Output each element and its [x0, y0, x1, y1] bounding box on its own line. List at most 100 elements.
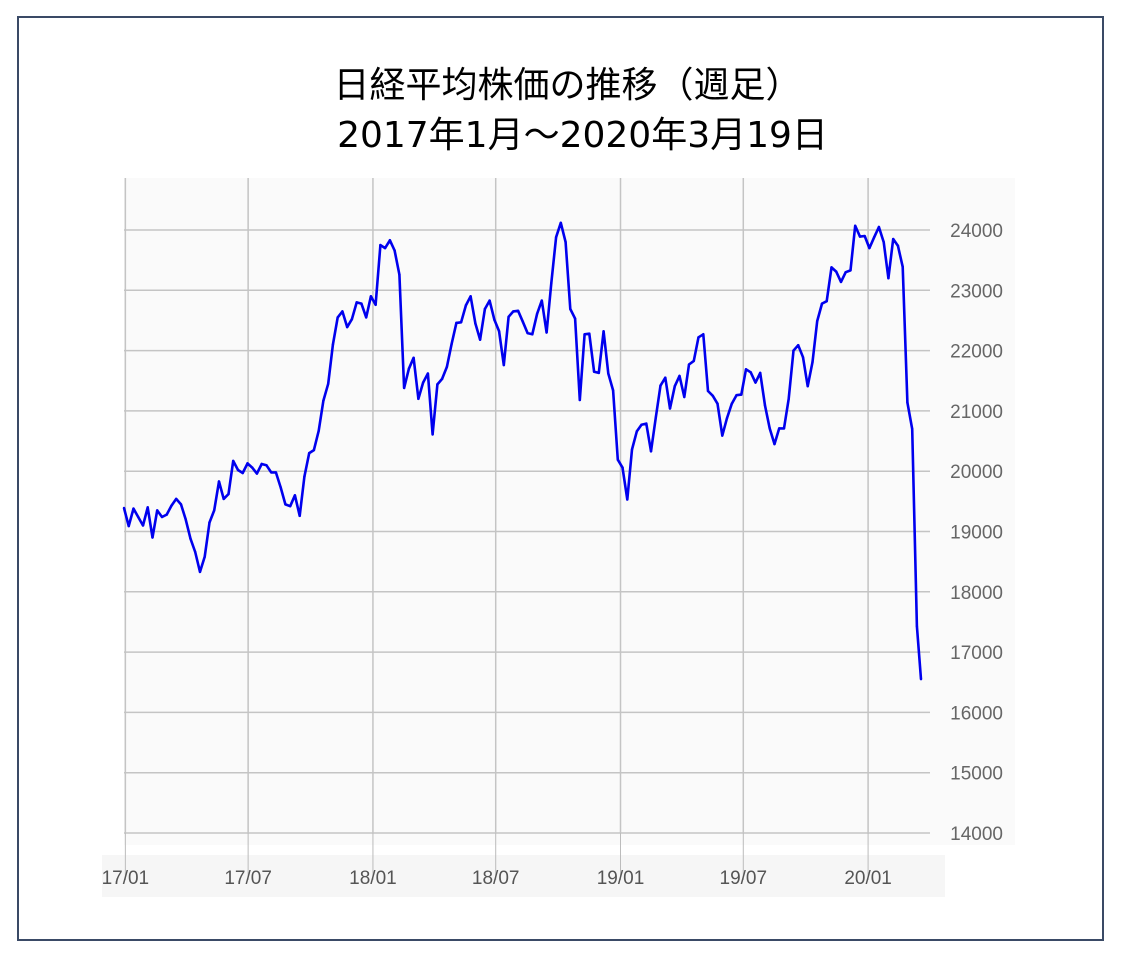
data-point	[398, 273, 401, 276]
data-point	[170, 504, 173, 507]
data-point	[891, 237, 895, 241]
y-tick-label: 24000	[950, 221, 1003, 242]
data-point	[645, 422, 648, 425]
data-point	[122, 506, 126, 510]
data-point	[369, 295, 373, 298]
data-point	[910, 427, 914, 431]
data-point	[531, 333, 534, 336]
data-point	[721, 434, 724, 437]
data-point	[507, 315, 510, 319]
data-point	[607, 372, 610, 375]
data-point	[156, 509, 159, 512]
data-point	[516, 309, 520, 313]
y-tick-label: 19000	[950, 523, 1003, 544]
data-point	[255, 472, 259, 475]
data-point	[488, 299, 491, 302]
chart-title: 日経平均株価の推移（週足）	[333, 65, 802, 106]
data-point	[792, 349, 795, 352]
data-point	[146, 506, 149, 509]
data-point	[635, 430, 638, 433]
x-tick-label: 17/01	[102, 868, 150, 889]
y-tick-label: 23000	[950, 281, 1003, 302]
data-point	[203, 555, 206, 559]
data-point	[735, 394, 738, 397]
data-point	[440, 377, 444, 381]
data-point	[597, 371, 601, 375]
data-point	[298, 514, 301, 518]
data-point	[740, 393, 743, 396]
data-point	[436, 383, 439, 386]
data-point	[151, 536, 154, 539]
data-point	[806, 384, 809, 388]
data-point	[668, 407, 672, 410]
data-point	[132, 507, 135, 510]
data-point	[250, 466, 254, 469]
data-point	[303, 475, 306, 478]
data-point	[493, 318, 496, 322]
data-point	[896, 244, 900, 247]
data-point	[455, 321, 458, 325]
data-point	[550, 281, 553, 285]
data-point	[217, 480, 221, 483]
data-point	[198, 570, 202, 574]
data-point	[825, 299, 828, 303]
data-point	[512, 310, 515, 313]
data-point	[417, 397, 420, 401]
data-point	[407, 367, 411, 370]
data-point	[269, 471, 273, 474]
data-point	[175, 497, 178, 501]
data-point	[754, 381, 757, 384]
data-point	[364, 316, 368, 319]
data-point	[782, 427, 786, 430]
data-point	[797, 343, 800, 347]
data-point	[749, 371, 752, 374]
data-point	[421, 381, 425, 384]
data-point	[307, 451, 311, 455]
data-point	[835, 270, 838, 273]
data-point	[882, 240, 885, 244]
data-point	[222, 497, 225, 501]
data-point	[260, 462, 263, 466]
x-axis-label-band	[102, 855, 945, 897]
data-point	[545, 331, 548, 334]
data-point	[706, 389, 710, 393]
data-point	[654, 416, 657, 419]
data-point	[326, 382, 330, 385]
data-point	[649, 450, 653, 453]
data-point	[592, 370, 596, 373]
data-point	[502, 363, 506, 367]
data-point	[697, 336, 700, 339]
data-point	[919, 678, 923, 681]
data-point	[312, 448, 316, 452]
data-point	[284, 503, 287, 506]
data-point	[232, 459, 235, 463]
x-axis-ticks: 17/01 17/07 18/01 18/07 19/01 19/07 20/01	[102, 868, 892, 889]
data-points	[122, 221, 923, 681]
data-point	[483, 307, 487, 311]
data-point	[611, 389, 615, 392]
data-point	[906, 401, 909, 404]
data-point	[535, 312, 539, 316]
data-point	[279, 486, 282, 489]
data-point	[564, 240, 567, 244]
data-point	[725, 416, 729, 420]
data-point	[184, 518, 187, 521]
data-point	[877, 225, 881, 229]
data-point	[820, 302, 824, 305]
y-axis-ticks: 14000 15000 16000 17000 18000 19000 20000 21000…	[950, 221, 1003, 845]
data-point	[573, 317, 577, 320]
data-point	[345, 325, 349, 329]
data-point	[293, 494, 297, 497]
data-point	[469, 295, 472, 298]
data-point	[412, 356, 415, 360]
data-point	[383, 246, 387, 250]
data-point	[274, 471, 278, 474]
y-tick-label: 20000	[950, 462, 1003, 483]
data-point	[854, 224, 857, 227]
data-point	[540, 299, 544, 302]
data-point	[445, 365, 449, 369]
data-point	[160, 515, 164, 519]
data-point	[374, 303, 377, 306]
data-point	[336, 316, 339, 319]
data-point	[816, 319, 819, 323]
